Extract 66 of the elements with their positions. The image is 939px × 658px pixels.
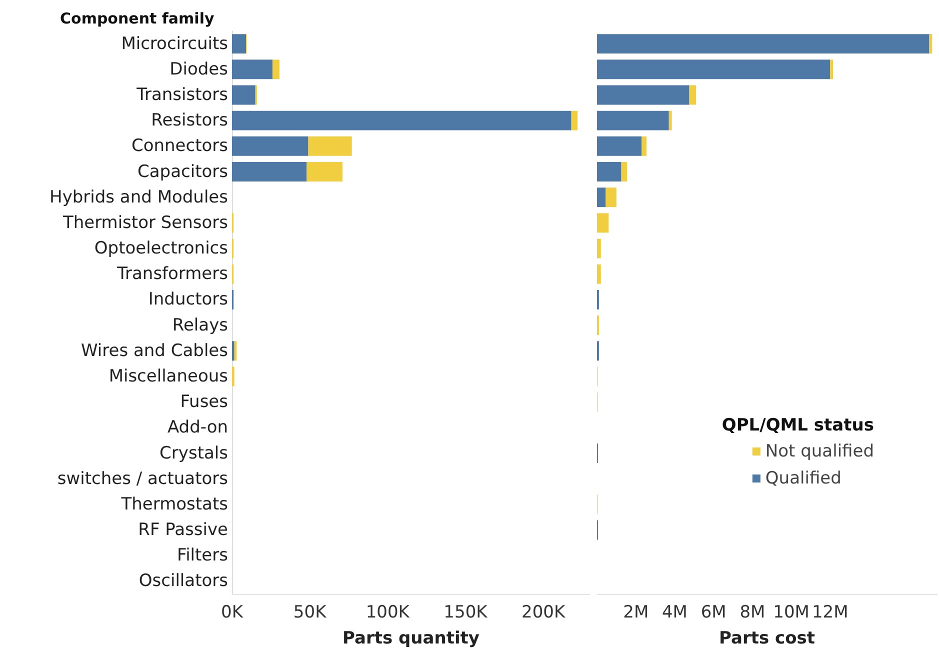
bar — [597, 110, 669, 130]
bar — [597, 264, 601, 284]
bar — [642, 136, 647, 156]
legend-label: Not qualified — [765, 442, 874, 462]
x-axis-title: Parts cost — [718, 628, 816, 648]
y-tick-label: Optoelectronics — [94, 238, 228, 259]
legend-label: Qualified — [765, 468, 842, 488]
y-tick-label: Microcircuits — [121, 34, 228, 54]
y-tick-label: Oscillators — [138, 571, 228, 592]
bar — [232, 85, 256, 105]
bar — [232, 60, 272, 80]
bar — [668, 110, 672, 130]
bar — [232, 110, 572, 130]
x-tick-label: 50K — [293, 602, 328, 622]
y-tick-label: Hybrids and Modules — [50, 187, 228, 208]
y-axis-title: Component family — [60, 10, 214, 28]
y-tick-label: Relays — [172, 315, 228, 336]
bar — [272, 60, 280, 80]
legend-title: QPL/QML status — [722, 416, 874, 436]
y-tick-label: Transistors — [136, 84, 228, 105]
bar — [597, 136, 642, 156]
y-tick-label: Fuses — [180, 392, 228, 412]
bar — [597, 238, 601, 258]
x-tick-label: 100K — [366, 602, 410, 622]
bar — [597, 188, 606, 208]
x-tick-label: 10M — [773, 602, 810, 622]
x-tick-label: 6M — [700, 602, 726, 622]
y-tick-label: Crystals — [160, 443, 228, 464]
bar — [689, 85, 696, 105]
bar — [597, 162, 622, 182]
x-tick-label: 200K — [522, 602, 566, 622]
bar — [597, 85, 690, 105]
bar — [308, 136, 352, 156]
bar — [232, 34, 246, 54]
x-tick-label: 12M — [812, 602, 848, 622]
bar — [929, 34, 932, 54]
y-tick-label: Connectors — [131, 136, 228, 156]
bar — [232, 162, 307, 182]
bar — [232, 136, 308, 156]
bar — [606, 188, 616, 208]
bar — [597, 34, 930, 54]
bar — [306, 162, 343, 182]
x-tick-label: 150K — [444, 602, 488, 622]
x-tick-label: 8M — [740, 602, 766, 622]
y-tick-label: Transformers — [116, 264, 228, 284]
y-tick-label: Diodes — [170, 59, 228, 80]
y-tick-label: Capacitors — [138, 162, 228, 182]
bar — [830, 60, 834, 80]
bar — [571, 110, 578, 130]
y-tick-label: Thermostats — [120, 494, 228, 514]
y-tick-label: RF Passive — [138, 520, 228, 540]
y-tick-label: Miscellaneous — [108, 366, 228, 386]
bar — [597, 60, 830, 80]
x-tick-label: 2M — [623, 602, 649, 622]
y-tick-label: Thermistor Sensors — [62, 212, 228, 233]
y-tick-label: Resistors — [151, 110, 228, 131]
bar — [597, 213, 609, 233]
y-tick-label: switches / actuators — [57, 468, 228, 489]
bar — [621, 162, 628, 182]
y-tick-label: Add-on — [167, 418, 228, 438]
y-tick-label: Wires and Cables — [81, 340, 228, 361]
x-tick-label: 0K — [221, 602, 244, 622]
x-axis-title: Parts quantity — [342, 628, 480, 648]
y-tick-label: Filters — [177, 546, 228, 566]
y-tick-label: Inductors — [148, 290, 228, 310]
x-tick-label: 4M — [662, 602, 688, 622]
